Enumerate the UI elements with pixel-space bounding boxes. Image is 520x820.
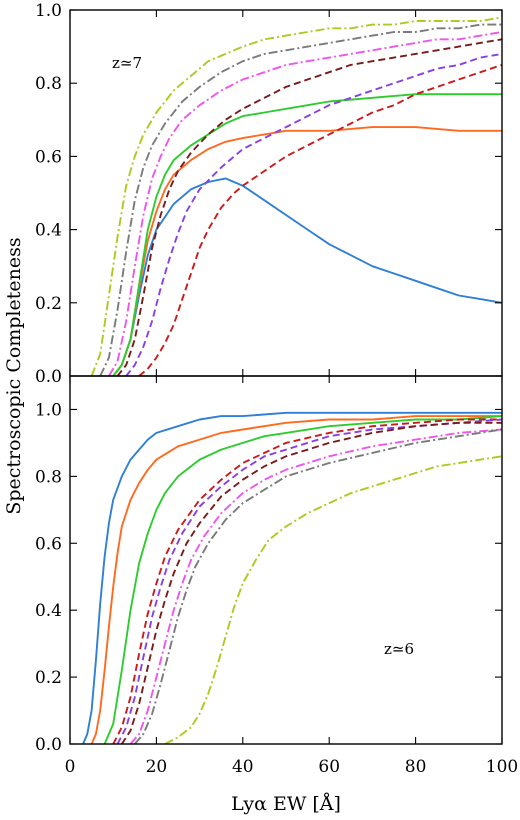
series-line-z6-3	[103, 415, 503, 745]
x-tick-label-z6: 100	[486, 757, 518, 777]
y-tick-label-z7: 0.4	[35, 221, 62, 241]
series-line-z6-2	[90, 415, 502, 745]
x-tick-label-z6: 20	[146, 757, 168, 777]
panel-annotation-z7: z≃7	[112, 54, 142, 72]
plot-frame-z6	[69, 375, 503, 745]
y-tick-label-z6: 0.8	[35, 467, 62, 487]
x-tick-label-z6: 40	[232, 757, 254, 777]
series-line-z7-8	[99, 23, 502, 377]
series-line-z6-5	[116, 418, 503, 745]
x-axis-title: Lyα EW [Å]	[231, 793, 341, 815]
y-tick-label-z7: 0.2	[35, 294, 62, 314]
series-line-z7-9	[90, 16, 503, 377]
x-tick-label-z6: 60	[318, 757, 340, 777]
x-tick-label-z6: 0	[65, 757, 76, 777]
series-line-z7-6	[116, 38, 503, 377]
series-line-z6-6	[121, 421, 502, 745]
y-tick-label-z7: 0.8	[35, 74, 62, 94]
x-tick-label-z6: 80	[405, 757, 427, 777]
panel-bottom-z6: z≃6 0.0 0.2 0.4 0.6 0.8 1.0 0 20 40 60 80 100	[35, 375, 518, 777]
y-tick-label-z6: 0.4	[35, 601, 62, 621]
series-line-z6-7	[129, 428, 503, 745]
y-tick-label-z6: 0.2	[35, 668, 62, 688]
y-axis-title: Spectroscopic Completeness	[3, 237, 25, 514]
series-line-z7-7	[108, 31, 503, 377]
series-line-z6-8	[134, 428, 503, 745]
y-tick-label-z7: 0.0	[35, 367, 62, 387]
series-line-z7-5	[125, 52, 503, 377]
y-tick-label-z7: 1.0	[35, 1, 62, 21]
panel-top-z7: z≃7 0.0 0.2 0.4 0.6 0.8 1.0	[35, 1, 503, 387]
series-line-z7-1	[112, 177, 503, 377]
panel-annotation-z6: z≃6	[384, 640, 414, 658]
series-line-z6-1	[82, 411, 502, 745]
y-tick-label-z7: 0.6	[35, 147, 62, 167]
series-line-z7-4	[138, 64, 503, 377]
y-tick-label-z6: 0.0	[35, 735, 62, 755]
y-tick-label-z6: 0.6	[35, 534, 62, 554]
series-line-z7-3	[112, 93, 502, 377]
series-line-z6-9	[164, 455, 503, 745]
series-line-z6-4	[112, 418, 502, 745]
y-tick-label-z6: 1.0	[35, 400, 62, 420]
